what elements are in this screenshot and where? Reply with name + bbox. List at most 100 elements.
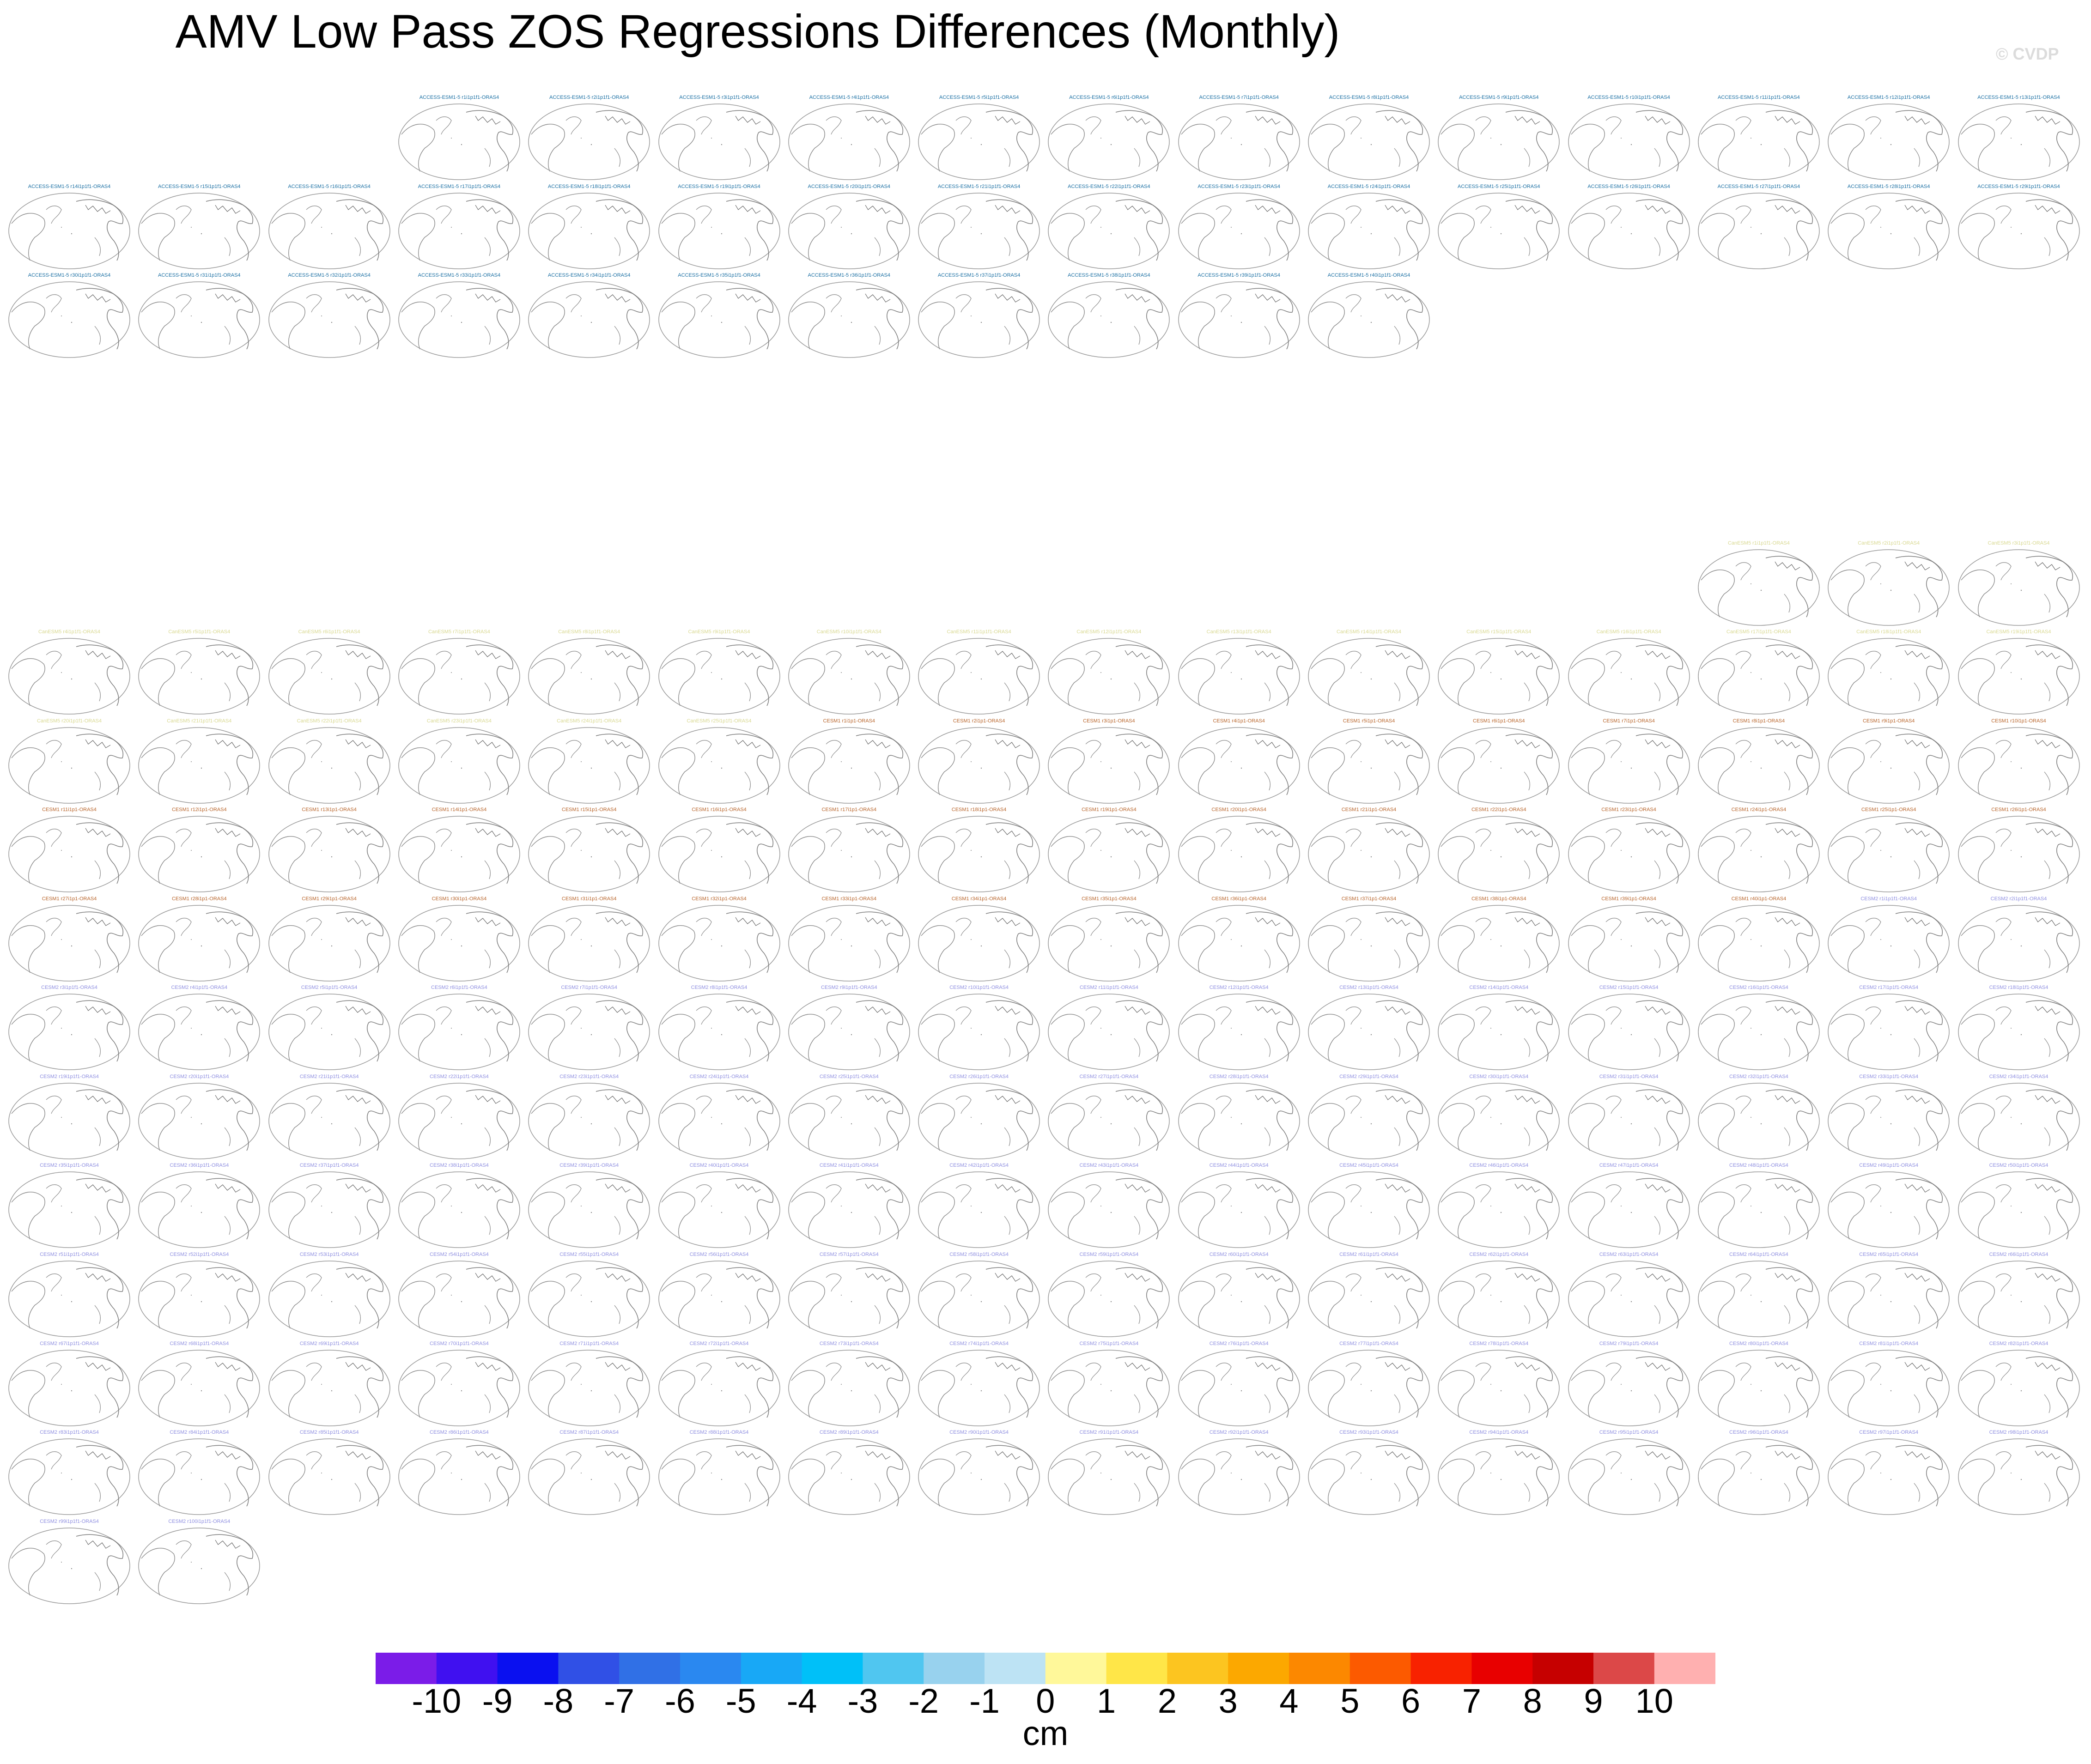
panel-title: CESM2 r39i1p1f1-ORAS4 <box>559 1163 619 1168</box>
map-outline <box>658 281 780 358</box>
map-panel: CESM2 r17i1p1f1-ORAS4 <box>1826 985 1951 1073</box>
map-panel: CESM2 r89i1p1f1-ORAS4 <box>787 1430 912 1517</box>
map-outline <box>1048 994 1170 1070</box>
colorbar-box <box>863 1653 924 1684</box>
map-outline <box>398 638 520 715</box>
map-panel: CanESM5 r20i1p1f1-ORAS4 <box>7 718 132 806</box>
map-outline <box>918 1438 1040 1515</box>
panel-title: CESM2 r46i1p1f1-ORAS4 <box>1469 1163 1529 1168</box>
panel-title: ACCESS-ESM1-5 r36i1p1f1-ORAS4 <box>808 273 891 278</box>
colorbar-box <box>1228 1653 1289 1684</box>
panel-title: ACCESS-ESM1-5 r28i1p1f1-ORAS4 <box>1847 184 1930 189</box>
colorbar-box <box>1289 1653 1350 1684</box>
map-panel: CESM2 r41i1p1f1-ORAS4 <box>787 1163 912 1250</box>
map-outline <box>918 103 1040 180</box>
map-outline <box>1048 1350 1170 1426</box>
panel-title: CESM2 r68i1p1f1-ORAS4 <box>170 1341 229 1346</box>
map-outline <box>138 727 261 804</box>
colorbar-box <box>1410 1653 1472 1684</box>
map-panel: CESM2 r14i1p1f1-ORAS4 <box>1436 985 1561 1073</box>
panel-title: ACCESS-ESM1-5 r18i1p1f1-ORAS4 <box>547 184 631 189</box>
panel-title: CESM1 r10i1p1-ORAS4 <box>1991 718 2046 724</box>
colorbar-box <box>1167 1653 1228 1684</box>
panel-title: CanESM5 r19i1p1f1-ORAS4 <box>1986 629 2051 635</box>
map-panel: CESM1 r8i1p1-ORAS4 <box>1696 718 1821 806</box>
colorbar-box <box>1532 1653 1594 1684</box>
map-panel: CanESM5 r7i1p1f1-ORAS4 <box>397 629 522 717</box>
panel-title: CESM2 r82i1p1f1-ORAS4 <box>1989 1341 2048 1346</box>
map-outline <box>1438 1261 1560 1337</box>
map-panel: CESM2 r9i1p1f1-ORAS4 <box>787 985 912 1073</box>
panel-title: CanESM5 r17i1p1f1-ORAS4 <box>1726 629 1791 635</box>
map-panel: CESM2 r16i1p1f1-ORAS4 <box>1696 985 1821 1073</box>
map-panel: CESM2 r53i1p1f1-ORAS4 <box>267 1252 392 1340</box>
panel-title: CESM1 r27i1p1-ORAS4 <box>42 896 97 902</box>
panel-title: CanESM5 r16i1p1f1-ORAS4 <box>1596 629 1661 635</box>
map-panel: CESM2 r4i1p1f1-ORAS4 <box>137 985 261 1073</box>
map-panel: CESM2 r59i1p1f1-ORAS4 <box>1046 1252 1171 1340</box>
map-panel: CESM2 r30i1p1f1-ORAS4 <box>1436 1074 1561 1162</box>
panel-title: CanESM5 r2i1p1f1-ORAS4 <box>1858 540 1920 546</box>
map-outline <box>268 994 390 1070</box>
map-panel: CESM1 r27i1p1-ORAS4 <box>7 896 132 984</box>
panel-title: CESM2 r89i1p1f1-ORAS4 <box>819 1430 879 1435</box>
map-outline <box>138 638 261 715</box>
map-panel: CESM2 r93i1p1f1-ORAS4 <box>1307 1430 1431 1517</box>
panel-title: CESM2 r62i1p1f1-ORAS4 <box>1469 1252 1529 1257</box>
panel-title: CESM1 r12i1p1-ORAS4 <box>171 807 227 812</box>
map-outline <box>528 193 650 269</box>
map-outline <box>1828 727 1950 804</box>
map-outline <box>1308 281 1430 358</box>
panel-title: CESM2 r37i1p1f1-ORAS4 <box>299 1163 359 1168</box>
map-panel: CESM2 r86i1p1f1-ORAS4 <box>397 1430 522 1517</box>
colorbar-box <box>436 1653 498 1684</box>
map-outline <box>528 816 650 892</box>
colorbar-box <box>985 1653 1046 1684</box>
colorbar-tick-label: 10 <box>1635 1682 1673 1720</box>
colorbar-tick-label: -9 <box>482 1682 513 1720</box>
map-panel: ACCESS-ESM1-5 r26i1p1f1-ORAS4 <box>1567 184 1691 272</box>
panel-title: CESM2 r84i1p1f1-ORAS4 <box>170 1430 229 1435</box>
map-outline <box>1568 1083 1690 1159</box>
panel-title: CESM2 r14i1p1f1-ORAS4 <box>1469 985 1529 990</box>
map-outline <box>398 1350 520 1426</box>
map-outline <box>138 1171 261 1248</box>
map-panel: CanESM5 r21i1p1f1-ORAS4 <box>137 718 261 806</box>
panel-title: CESM2 r64i1p1f1-ORAS4 <box>1729 1252 1788 1257</box>
map-outline <box>1828 549 1950 626</box>
map-outline <box>1698 994 1820 1070</box>
map-outline <box>268 1171 390 1248</box>
colorbar-box <box>558 1653 620 1684</box>
map-outline <box>1568 638 1690 715</box>
map-panel: CESM2 r25i1p1f1-ORAS4 <box>787 1074 912 1162</box>
panel-title: ACCESS-ESM1-5 r35i1p1f1-ORAS4 <box>678 273 760 278</box>
map-panel: ACCESS-ESM1-5 r27i1p1f1-ORAS4 <box>1696 184 1821 272</box>
map-panel: ACCESS-ESM1-5 r37i1p1f1-ORAS4 <box>917 273 1041 360</box>
map-panel: CESM1 r17i1p1-ORAS4 <box>787 807 912 895</box>
map-panel: ACCESS-ESM1-5 r7i1p1f1-ORAS4 <box>1177 95 1301 182</box>
map-panel: CESM2 r37i1p1f1-ORAS4 <box>267 1163 392 1250</box>
map-panel: CanESM5 r5i1p1f1-ORAS4 <box>137 629 261 717</box>
panel-title: CanESM5 r25i1p1f1-ORAS4 <box>687 718 752 724</box>
map-panel: CESM1 r3i1p1-ORAS4 <box>1046 718 1171 806</box>
map-outline <box>1178 994 1300 1070</box>
map-panel: CESM2 r6i1p1f1-ORAS4 <box>397 985 522 1073</box>
panel-title: ACCESS-ESM1-5 r31i1p1f1-ORAS4 <box>158 273 241 278</box>
panel-title: CESM1 r1i1p1-ORAS4 <box>823 718 875 724</box>
panel-title: CanESM5 r4i1p1f1-ORAS4 <box>38 629 100 635</box>
map-outline <box>1698 1083 1820 1159</box>
map-panel: ACCESS-ESM1-5 r30i1p1f1-ORAS4 <box>7 273 132 360</box>
map-panel: ACCESS-ESM1-5 r33i1p1f1-ORAS4 <box>397 273 522 360</box>
panel-title: CESM1 r3i1p1-ORAS4 <box>1083 718 1135 724</box>
panel-title: ACCESS-ESM1-5 r17i1p1f1-ORAS4 <box>418 184 501 189</box>
map-outline <box>1048 905 1170 982</box>
panel-title: ACCESS-ESM1-5 r24i1p1f1-ORAS4 <box>1327 184 1410 189</box>
map-panel: CESM2 r72i1p1f1-ORAS4 <box>657 1341 782 1429</box>
map-outline <box>8 1171 130 1248</box>
panel-title: CESM1 r38i1p1-ORAS4 <box>1471 896 1526 902</box>
map-outline <box>918 727 1040 804</box>
map-outline <box>1048 727 1170 804</box>
map-panel: CESM1 r5i1p1-ORAS4 <box>1307 718 1431 806</box>
map-outline <box>8 1083 130 1159</box>
map-panel: ACCESS-ESM1-5 r6i1p1f1-ORAS4 <box>1046 95 1171 182</box>
